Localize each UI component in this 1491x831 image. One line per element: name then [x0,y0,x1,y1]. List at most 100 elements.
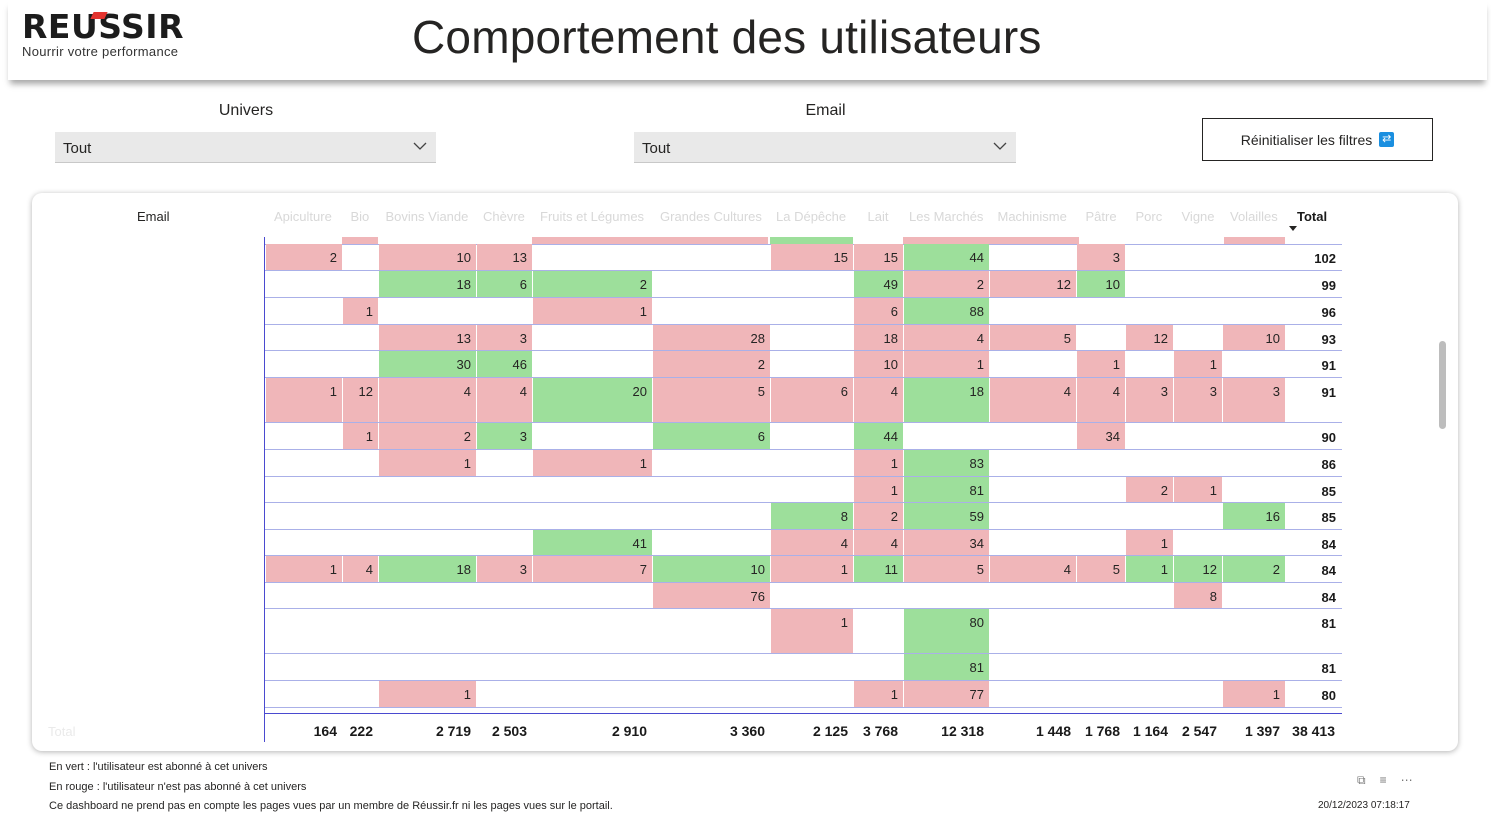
column-header[interactable]: Bovins Viande [385,209,469,224]
matrix-cell[interactable] [1174,450,1222,476]
matrix-cell[interactable]: 59 [904,503,989,529]
column-header[interactable]: Lait [867,209,889,224]
matrix-cell[interactable] [1174,244,1222,270]
matrix-cell[interactable] [343,654,378,680]
matrix-cell[interactable] [771,298,853,324]
matrix-cell[interactable]: 1 [1223,681,1285,707]
matrix-cell[interactable] [379,503,476,529]
matrix-cell[interactable] [533,325,652,350]
matrix-cell[interactable] [343,271,378,297]
matrix-cell[interactable]: 18 [379,556,476,582]
matrix-cell[interactable] [1174,298,1222,324]
matrix-cell[interactable] [1223,583,1285,608]
matrix-cell[interactable] [990,681,1076,707]
matrix-cell[interactable] [343,583,378,608]
matrix-cell[interactable]: 15 [771,244,853,270]
matrix-cell[interactable] [477,503,532,529]
matrix-cell[interactable] [1223,351,1285,377]
matrix-cell[interactable] [990,609,1076,653]
matrix-cell[interactable] [1077,325,1125,350]
matrix-cell[interactable] [1174,609,1222,653]
matrix-cell[interactable]: 88 [904,298,989,324]
matrix-cell[interactable]: 10 [1223,325,1285,350]
matrix-cell[interactable] [266,298,342,324]
matrix-cell[interactable] [477,530,532,555]
matrix-cell[interactable]: 20 [533,378,652,422]
matrix-cell[interactable] [1223,477,1285,502]
matrix-cell[interactable]: 18 [379,271,476,297]
matrix-cell[interactable] [990,423,1076,449]
matrix-cell[interactable]: 5 [904,556,989,582]
matrix-cell[interactable] [990,477,1076,502]
matrix-cell[interactable] [1126,244,1173,270]
matrix-cell[interactable] [1126,271,1173,297]
matrix-cell[interactable]: 77 [904,681,989,707]
matrix-cell[interactable] [379,654,476,680]
matrix-cell[interactable]: 2 [653,351,770,377]
matrix-cell[interactable]: 6 [653,423,770,449]
column-header[interactable]: Les Marchés [909,209,984,224]
matrix-cell[interactable] [771,654,853,680]
matrix-cell[interactable] [343,609,378,653]
matrix-cell[interactable] [1174,325,1222,350]
matrix-cell[interactable]: 5 [990,325,1076,350]
matrix-cell[interactable]: 18 [854,325,903,350]
matrix-cell[interactable]: 81 [904,477,989,502]
matrix-cell[interactable] [1126,450,1173,476]
matrix-cell[interactable] [1077,654,1125,680]
matrix-cell[interactable]: 1 [1174,477,1222,502]
matrix-cell[interactable]: 4 [990,556,1076,582]
matrix-cell[interactable] [266,681,342,707]
column-header[interactable]: Vigne [1181,209,1215,224]
matrix-cell[interactable]: 15 [854,244,903,270]
matrix-cell[interactable] [653,244,770,270]
matrix-cell[interactable] [771,325,853,350]
matrix-cell[interactable] [990,450,1076,476]
matrix-cell[interactable] [854,654,903,680]
matrix-cell[interactable] [533,244,652,270]
matrix-cell[interactable] [653,503,770,529]
matrix-cell[interactable] [266,271,342,297]
matrix-cell[interactable] [653,609,770,653]
copy-icon[interactable]: ⧉ [1357,773,1366,787]
matrix-cell[interactable] [771,423,853,449]
matrix-cell[interactable]: 1 [266,378,342,422]
matrix-cell[interactable] [904,583,989,608]
matrix-cell[interactable] [653,654,770,680]
matrix-cell[interactable] [266,477,342,502]
matrix-cell[interactable] [771,271,853,297]
matrix-cell[interactable]: 76 [653,583,770,608]
matrix-cell[interactable] [1126,503,1173,529]
filter-icon[interactable]: ≡ [1379,773,1387,787]
matrix-cell[interactable] [477,450,532,476]
matrix-cell[interactable] [1223,244,1285,270]
matrix-cell[interactable]: 1 [904,351,989,377]
column-header[interactable]: Grandes Cultures [660,209,762,224]
matrix-cell[interactable] [533,609,652,653]
matrix-cell[interactable] [533,681,652,707]
matrix-cell[interactable]: 8 [771,503,853,529]
matrix-cell[interactable]: 6 [854,298,903,324]
matrix-cell[interactable] [1077,477,1125,502]
matrix-cell[interactable] [854,583,903,608]
matrix-cell[interactable] [266,325,342,350]
matrix-cell[interactable]: 4 [1077,378,1125,422]
matrix-cell[interactable] [343,530,378,555]
matrix-cell[interactable] [1174,654,1222,680]
column-header[interactable]: Porc [1135,209,1163,224]
matrix-cell[interactable]: 1 [379,681,476,707]
matrix-cell[interactable]: 11 [854,556,903,582]
matrix-cell[interactable]: 3 [1223,378,1285,422]
matrix-cell[interactable]: 1 [771,609,853,653]
matrix-cell[interactable]: 83 [904,450,989,476]
matrix-cell[interactable] [990,530,1076,555]
matrix-cell[interactable] [990,654,1076,680]
matrix-cell[interactable]: 34 [1077,423,1125,449]
matrix-cell[interactable] [990,298,1076,324]
matrix-cell[interactable]: 3 [1174,378,1222,422]
matrix-cell[interactable]: 4 [854,530,903,555]
matrix-cell[interactable] [266,583,342,608]
matrix-cell[interactable] [771,351,853,377]
matrix-cell[interactable]: 1 [1077,351,1125,377]
matrix-cell[interactable] [1223,450,1285,476]
